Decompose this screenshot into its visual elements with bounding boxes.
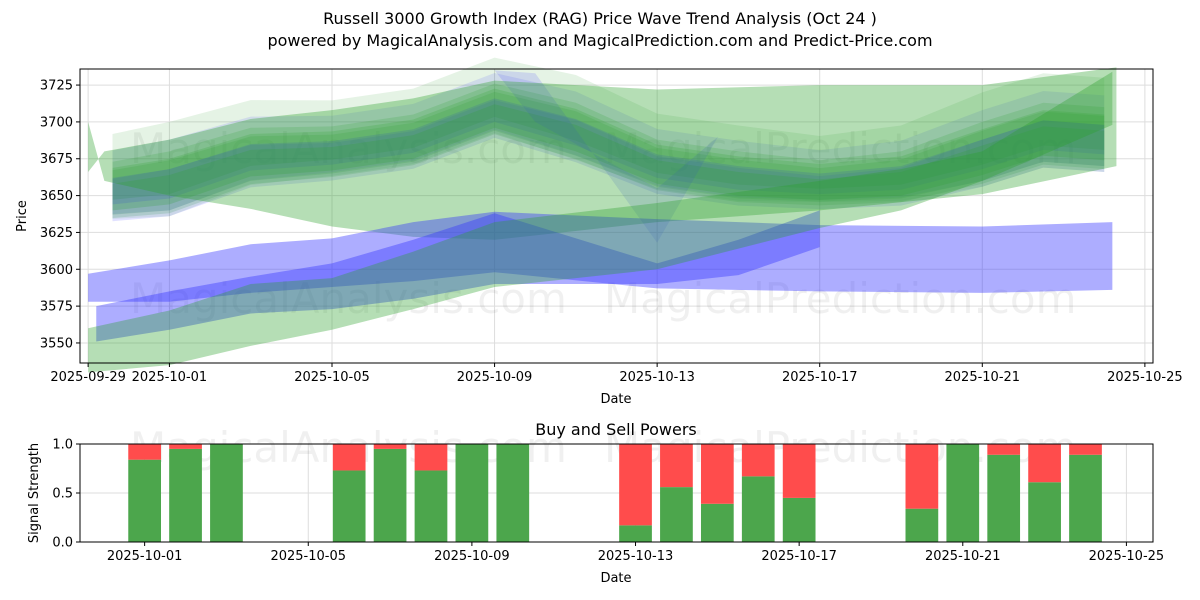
price-grid (80, 69, 1153, 363)
signal-chart-title: Buy and Sell Powers (535, 420, 697, 439)
signal-x-tick-label: 2025-10-17 (761, 549, 837, 564)
green-wave-upper-1 (88, 67, 1117, 240)
buy-bar (496, 444, 530, 542)
sell-bar (987, 444, 1021, 455)
signal-y-ticks: 0.0 0.5 1.0 (52, 438, 80, 551)
sell-bar (128, 444, 161, 460)
signal-y-tick-label: 0.0 (52, 536, 73, 551)
sell-bar (1069, 444, 1102, 455)
watermark-analysis-mid: MagicalAnalysis.com (130, 274, 567, 323)
buy-bar (782, 497, 816, 542)
price-y-ticks: 3550 3575 3600 3625 3650 3675 3700 3725 (40, 79, 80, 351)
cluster-wave-band (112, 83, 1105, 215)
price-y-tick-label: 3625 (40, 226, 73, 241)
buy-bar (210, 444, 243, 542)
sell-bar (660, 444, 693, 488)
sell-bar (905, 444, 939, 509)
price-y-tick-label: 3575 (40, 300, 73, 315)
cluster-wave-band (112, 88, 1105, 200)
green-wave-lower (88, 71, 1113, 373)
price-x-tick-label: 2025-10-01 (132, 370, 208, 385)
watermark-analysis-top: MagicalAnalysis.com (130, 124, 567, 173)
price-y-tick-label: 3650 (40, 189, 73, 204)
watermark-prediction-mid: MagicalPrediction.com (604, 274, 1077, 323)
sell-bar (741, 444, 775, 477)
blue-wave-inner (96, 210, 820, 342)
signal-x-tick-label: 2025-10-13 (598, 549, 674, 564)
price-x-axis-label: Date (600, 392, 631, 407)
buy-bar (128, 459, 161, 542)
price-y-axis-label: Price (15, 200, 30, 232)
buy-bar (946, 444, 980, 542)
cluster-wave-band (112, 72, 1105, 215)
signal-x-axis-label: Date (600, 571, 631, 586)
chart-subtitle: powered by MagicalAnalysis.com and Magic… (267, 31, 933, 50)
price-x-tick-label: 2025-09-29 (50, 370, 126, 385)
price-x-tick-label: 2025-10-21 (945, 370, 1021, 385)
cluster-wave-band (112, 91, 1105, 218)
signal-x-tick-label: 2025-10-25 (1089, 549, 1165, 564)
buy-bar (332, 470, 366, 542)
signal-x-tick-label: 2025-10-09 (434, 549, 510, 564)
signal-x-tick-label: 2025-10-21 (925, 549, 1001, 564)
cluster-wave-band (112, 100, 1105, 222)
price-x-tick-label: 2025-10-17 (782, 370, 858, 385)
chart-title: Russell 3000 Growth Index (RAG) Price Wa… (323, 9, 877, 28)
sell-bar (332, 444, 366, 471)
buy-bar (373, 448, 407, 542)
cluster-wave-band (112, 98, 1105, 205)
buy-bar (700, 503, 734, 542)
cluster-wave-band (112, 57, 1105, 219)
buy-bar (987, 454, 1021, 542)
buy-bar (660, 487, 693, 542)
price-wave-bands (88, 57, 1117, 373)
signal-y-axis-label: Signal Strength (27, 443, 42, 543)
sell-bar (700, 444, 734, 504)
price-y-tick-label: 3725 (40, 79, 73, 94)
price-x-tick-label: 2025-10-09 (457, 370, 533, 385)
price-y-tick-label: 3700 (40, 115, 73, 130)
buy-bar (1069, 454, 1102, 542)
signal-y-tick-label: 0.5 (52, 487, 73, 502)
buy-bar (1028, 482, 1061, 542)
price-x-tick-label: 2025-10-25 (1107, 370, 1183, 385)
signal-x-tick-label: 2025-10-05 (270, 549, 346, 564)
price-y-tick-label: 3600 (40, 263, 73, 278)
price-y-tick-label: 3550 (40, 336, 73, 351)
price-plot-frame (79, 68, 1154, 364)
buy-bar (619, 525, 652, 542)
sell-bar (169, 444, 202, 449)
buy-bar (455, 444, 489, 542)
signal-x-ticks: 2025-10-01 2025-10-05 2025-10-09 2025-10-13… (107, 542, 1164, 564)
price-y-tick-label: 3675 (40, 152, 73, 167)
price-x-tick-label: 2025-10-05 (294, 370, 370, 385)
price-x-ticks: 2025-09-29 2025-10-01 2025-10-05 2025-10-09… (50, 363, 1183, 385)
sell-bar (1028, 444, 1061, 483)
sell-bar (373, 444, 407, 449)
signal-y-tick-label: 1.0 (52, 438, 73, 453)
price-x-tick-label: 2025-10-13 (619, 370, 695, 385)
buy-bar (905, 508, 939, 542)
buy-bar (169, 448, 202, 542)
cluster-wave-band (112, 104, 1105, 211)
price-watermarks: MagicalAnalysis.com MagicalPrediction.co… (130, 124, 1077, 323)
buy-bar (414, 470, 448, 542)
sell-bar (414, 444, 448, 471)
sell-bar (619, 444, 652, 526)
buy-bar (741, 476, 775, 542)
sell-bar (782, 444, 816, 498)
signal-x-tick-label: 2025-10-01 (107, 549, 183, 564)
watermark-prediction-top: MagicalPrediction.com (604, 124, 1077, 173)
blue-wave-lower (88, 211, 1113, 302)
blue-dip-band (494, 70, 719, 243)
signal-bars (128, 444, 1102, 542)
